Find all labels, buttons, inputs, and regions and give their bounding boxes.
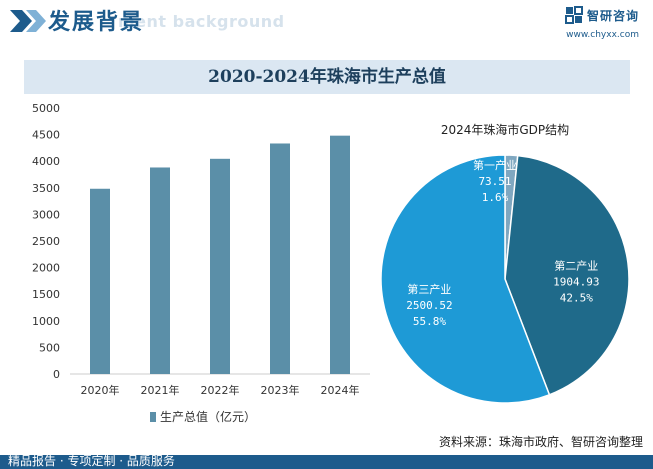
- pie-slice: [380, 154, 551, 404]
- pie-title: 2024年珠海市GDP结构: [441, 122, 569, 137]
- pie-slice-name-label: 第二产业: [554, 259, 598, 273]
- footer-tagline: 精品报告 · 专项定制 · 品质服务: [8, 454, 175, 468]
- bar: [330, 135, 350, 374]
- bar: [210, 158, 230, 374]
- y-tick-label: 2500: [32, 235, 60, 248]
- pie-slice-pct-label: 55.8%: [413, 315, 446, 328]
- pie-slice-name-label: 第一产业: [473, 158, 517, 172]
- x-tick-label: 2022年: [201, 383, 240, 397]
- y-tick-label: 1000: [32, 315, 60, 328]
- bar: [150, 167, 170, 374]
- brand-name: 智研咨询: [586, 8, 639, 23]
- pie-slice-name-label: 第三产业: [407, 282, 451, 296]
- bar: [270, 143, 290, 374]
- pie-slice-pct-label: 42.5%: [560, 292, 593, 305]
- page-title: 发展背景: [48, 10, 145, 35]
- x-tick-label: 2024年: [321, 383, 360, 397]
- y-tick-label: 2000: [32, 262, 60, 275]
- brand-icon: [564, 6, 583, 24]
- brand-url: www.chyxx.com: [566, 30, 639, 40]
- x-tick-label: 2021年: [141, 383, 180, 397]
- y-tick-label: 3500: [32, 182, 60, 195]
- pie-slice-value-label: 1904.93: [553, 276, 599, 289]
- legend-label: 生产总值（亿元）: [160, 409, 256, 424]
- y-tick-label: 500: [39, 341, 60, 354]
- y-tick-label: 3000: [32, 208, 60, 221]
- bar: [90, 188, 110, 374]
- chart-title-band: 2020-2024年珠海市生产总值: [24, 60, 630, 94]
- pie-slice-pct-label: 1.6%: [482, 191, 509, 204]
- pie-slice: [504, 154, 630, 396]
- y-tick-label: 0: [53, 368, 60, 381]
- source-note: 资料来源：珠海市政府、智研咨询整理: [438, 435, 643, 449]
- footer-bar: [0, 455, 653, 469]
- y-tick-label: 1500: [32, 288, 60, 301]
- x-tick-label: 2023年: [261, 383, 300, 397]
- pie-slice-value-label: 2500.52: [406, 299, 452, 312]
- pie-slice-value-label: 73.51: [478, 175, 511, 188]
- brand-logo: 智研咨询: [564, 6, 639, 24]
- y-tick-label: 4000: [32, 155, 60, 168]
- header-ghost-text: ment background: [118, 12, 285, 31]
- x-tick-label: 2020年: [81, 383, 120, 397]
- chevron-double-icon: [10, 10, 46, 32]
- header: ment background 发展背景 智研咨询 www.chyxx.com: [0, 0, 653, 48]
- y-tick-label: 5000: [32, 102, 60, 115]
- bar-chart-title: 2020-2024年珠海市生产总值: [208, 67, 446, 87]
- legend-swatch: [150, 412, 156, 422]
- y-tick-label: 4500: [32, 129, 60, 142]
- bar-chart: 0 500 1000 1500 2000 2500 3000 3500 4000 4500 5000…: [32, 102, 370, 424]
